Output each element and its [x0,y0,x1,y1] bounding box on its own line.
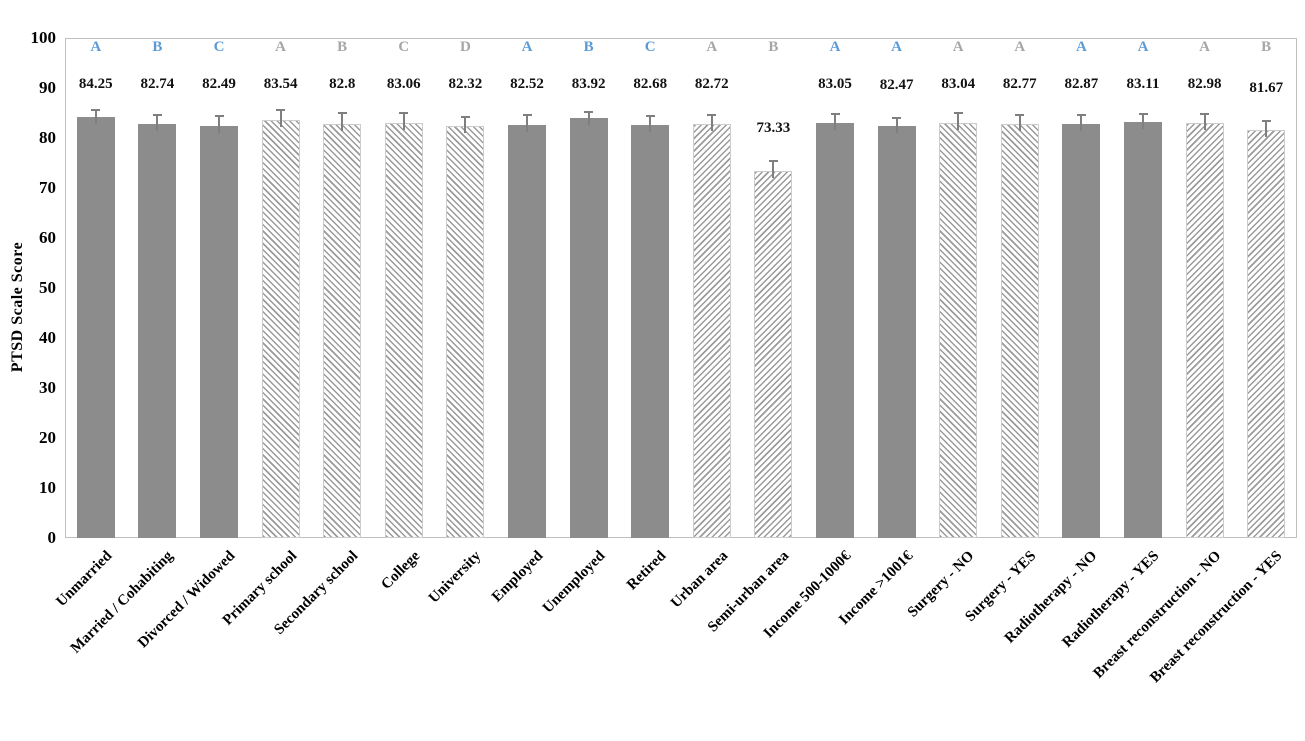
y-tick-label: 60 [39,228,56,247]
bar [384,122,423,538]
bar [569,118,608,538]
bar-value-label: 83.05 [818,76,852,92]
error-bar [891,116,903,133]
bar [939,122,978,538]
bar [508,125,546,538]
bar-value-label: 82.87 [1064,76,1099,92]
significance-letter: C [213,39,225,55]
bar-value-label: 82.32 [448,76,483,93]
significance-letter: B [768,39,779,55]
bar [877,125,916,538]
bar [76,116,115,538]
significance-letter: B [583,39,594,55]
bar [261,120,300,538]
y-tick-label: 30 [39,378,56,397]
significance-letter: A [1014,39,1026,55]
significance-letter: A [90,39,102,55]
error-bar [1075,114,1087,131]
significance-letter: B [152,39,163,55]
bar [1000,124,1039,538]
error-bar [398,111,410,130]
error-bar [1137,112,1149,130]
y-tick-label: 0 [47,528,57,547]
bar-value-label: 83.04 [941,76,976,92]
significance-letter: D [459,39,471,55]
significance-letter: A [952,39,964,55]
y-tick-label: 80 [39,128,56,147]
significance-letter: B [1261,39,1272,55]
error-bar [829,113,841,130]
bar-value-label: 82.47 [879,76,914,93]
bar-value-label: 82.77 [1002,76,1037,92]
error-bar [275,109,287,128]
bar-value-label: 83.11 [1126,76,1160,92]
bar-value-label: 82.74 [140,76,175,92]
y-tick-label: 100 [30,28,57,47]
bar [816,122,854,538]
error-bar [1014,114,1026,132]
bar [754,171,793,538]
bar [446,126,485,538]
bar-value-label: 73.33 [756,120,791,137]
significance-letter: A [275,39,287,55]
plot-area [65,38,1297,538]
significance-letter: A [1199,39,1211,55]
error-bar [151,114,163,132]
bar-value-label: 81.67 [1249,79,1284,96]
bar [631,124,670,538]
error-bar [459,116,471,134]
significance-letter: A [891,39,903,55]
error-bar [213,115,225,133]
bar-value-label: 82.8 [329,76,356,92]
significance-letter: A [521,39,533,55]
bar-value-label: 83.92 [571,76,606,92]
error-bar [952,112,964,130]
bar-value-label: 82.68 [633,76,668,92]
y-tick-label: 40 [39,328,56,347]
significance-letter: B [337,39,348,55]
y-axis-title: PTSD Scale Score [9,241,26,373]
bar-value-label: 82.72 [694,76,729,92]
significance-letter: A [829,39,841,55]
bar-value-label: 82.98 [1187,76,1222,92]
error-bar [767,160,779,179]
error-bar [336,112,348,131]
error-bar [1199,112,1211,131]
y-tick-label: 10 [39,478,56,497]
bar [323,124,362,538]
bar [1062,123,1101,538]
bar-value-label: 84.25 [78,76,113,92]
bar-value-label: 83.06 [386,76,421,92]
error-bar [583,111,595,126]
significance-letter: A [1137,39,1149,55]
bar [1185,123,1224,538]
bar-value-label: 83.54 [263,76,298,92]
error-bar [1260,119,1272,137]
y-tick-label: 90 [39,78,56,97]
y-tick-label: 50 [39,278,56,297]
error-bar [521,114,533,133]
error-bar [90,108,102,124]
bar-value-label: 82.52 [510,76,544,92]
bar [1247,129,1286,538]
error-bar [644,115,656,132]
significance-letter: C [398,39,410,55]
y-tick-label: 20 [39,428,56,447]
significance-letter: A [1075,39,1087,55]
bar-value-label: 82.49 [202,76,236,92]
significance-letter: A [706,39,718,55]
bar [138,124,177,538]
bar [1124,122,1162,538]
y-tick-label: 70 [39,178,56,197]
bar [200,125,238,538]
error-bar [706,114,718,132]
significance-letter: C [644,39,656,55]
bar [692,124,731,538]
